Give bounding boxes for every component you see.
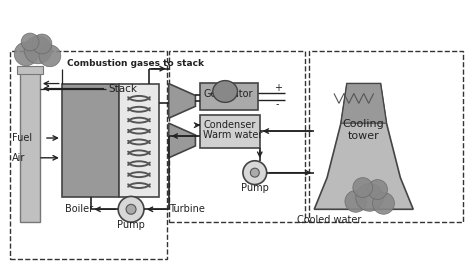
Text: Combustion gases to stack: Combustion gases to stack bbox=[67, 59, 204, 68]
Text: Stack: Stack bbox=[108, 83, 137, 93]
Circle shape bbox=[250, 168, 259, 177]
Circle shape bbox=[21, 33, 39, 51]
Circle shape bbox=[14, 42, 38, 66]
Circle shape bbox=[39, 45, 61, 67]
Text: Pump: Pump bbox=[241, 183, 269, 192]
Bar bbox=[20, 69, 40, 222]
Text: Cooling
tower: Cooling tower bbox=[343, 119, 384, 141]
Circle shape bbox=[353, 178, 373, 197]
Bar bbox=[169, 51, 305, 222]
Ellipse shape bbox=[213, 81, 237, 102]
Bar bbox=[17, 66, 43, 74]
Polygon shape bbox=[169, 84, 195, 118]
Bar bbox=[119, 84, 159, 197]
Text: Turbine: Turbine bbox=[169, 204, 205, 214]
Polygon shape bbox=[169, 123, 195, 158]
Polygon shape bbox=[314, 84, 413, 209]
Text: -: - bbox=[276, 99, 279, 109]
Circle shape bbox=[126, 204, 136, 214]
Text: +: + bbox=[273, 83, 282, 93]
Circle shape bbox=[356, 183, 383, 211]
Text: Boiler: Boiler bbox=[65, 204, 93, 214]
Text: Pump: Pump bbox=[117, 220, 145, 230]
Bar bbox=[201, 115, 260, 148]
Polygon shape bbox=[341, 84, 386, 123]
Circle shape bbox=[345, 190, 367, 212]
Bar bbox=[201, 83, 258, 110]
Bar bbox=[309, 51, 463, 222]
Circle shape bbox=[24, 36, 52, 64]
Bar bbox=[10, 51, 167, 259]
Circle shape bbox=[118, 197, 144, 222]
Text: Cooled water: Cooled water bbox=[297, 215, 361, 225]
Text: Warm water: Warm water bbox=[203, 130, 263, 140]
Circle shape bbox=[368, 180, 387, 199]
Text: Generator: Generator bbox=[203, 90, 253, 100]
Text: Condenser: Condenser bbox=[203, 120, 255, 130]
Circle shape bbox=[32, 34, 52, 54]
Circle shape bbox=[243, 161, 267, 185]
Bar bbox=[62, 84, 119, 197]
Text: Air: Air bbox=[12, 153, 26, 163]
Text: Fuel: Fuel bbox=[12, 133, 32, 143]
Circle shape bbox=[373, 192, 394, 214]
